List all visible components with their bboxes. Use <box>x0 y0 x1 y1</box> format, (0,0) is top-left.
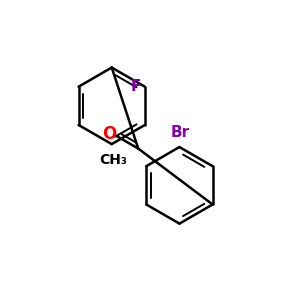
Text: O: O <box>102 125 116 143</box>
Text: Br: Br <box>170 125 190 140</box>
Text: F: F <box>130 79 141 94</box>
Text: CH₃: CH₃ <box>99 153 127 167</box>
